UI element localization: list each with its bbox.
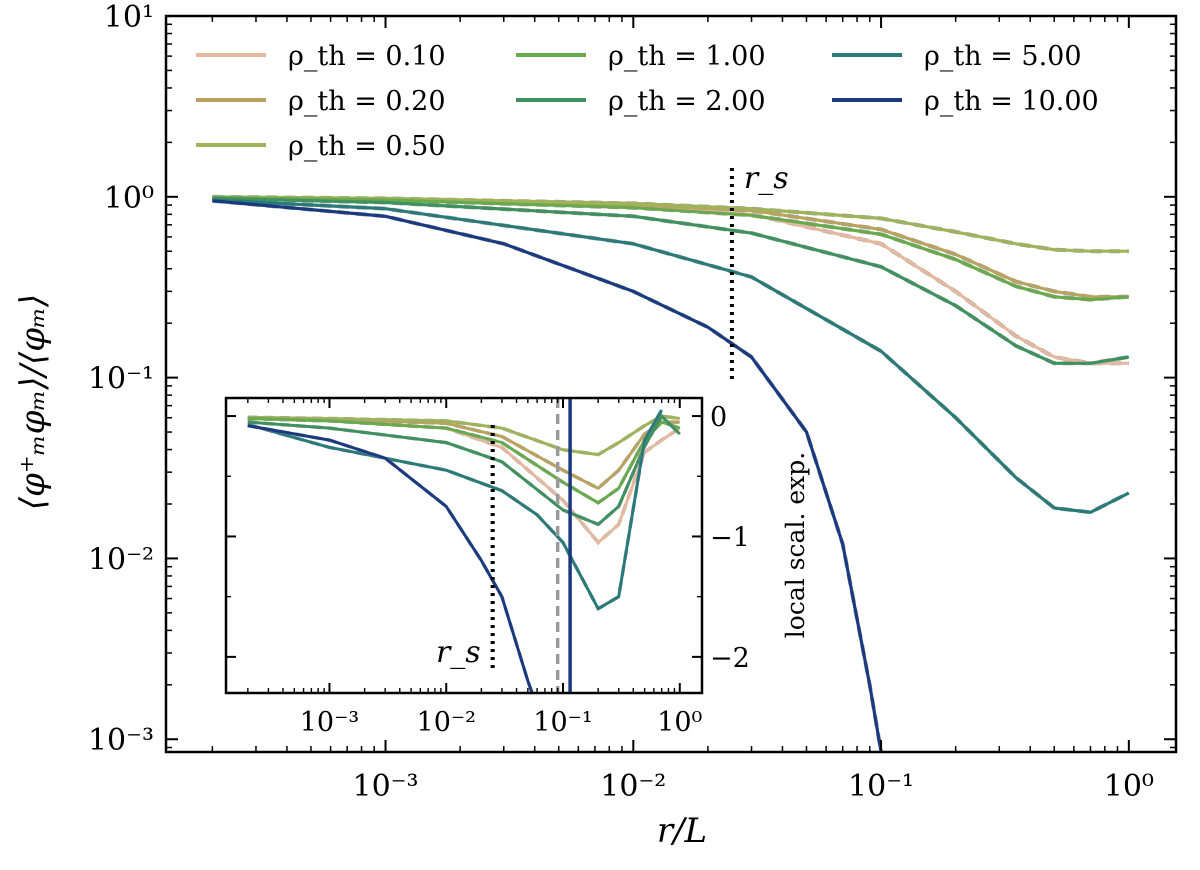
main-x-tick-label: 10⁻¹ bbox=[848, 769, 914, 804]
legend-label: ρ_th = 5.00 bbox=[924, 41, 1082, 72]
inset-axes-box bbox=[224, 396, 704, 695]
main-x-tick-label: 10⁻² bbox=[600, 769, 666, 804]
inset-y-tick-label: −2 bbox=[710, 643, 750, 674]
x-axis-label: r/L bbox=[657, 811, 707, 851]
legend-entry-th-5-00: ρ_th = 5.00 bbox=[832, 41, 1082, 72]
main-annotations: r_s bbox=[729, 161, 789, 380]
main-series-th-1-00 bbox=[212, 196, 1129, 302]
inset-y-axis-label: local scal. exp. bbox=[781, 452, 810, 638]
legend-label: ρ_th = 0.20 bbox=[288, 86, 446, 117]
main-series-th-5-00 bbox=[212, 198, 1130, 514]
legend: ρ_th = 0.10 ρ_th = 0.20 ρ_th = 0.50 ρ_th = … bbox=[196, 41, 1099, 162]
legend-label: ρ_th = 1.00 bbox=[608, 41, 766, 72]
inset-series-th-0-50 bbox=[247, 414, 680, 457]
legend-label: ρ_th = 0.10 bbox=[288, 41, 446, 72]
inset-y-tick-label: 0 bbox=[710, 402, 727, 433]
main-rs-label: r_s bbox=[744, 161, 789, 196]
main-series-th-2-00 bbox=[212, 196, 1130, 365]
main-series-lines bbox=[212, 195, 1130, 753]
legend-label: ρ_th = 2.00 bbox=[608, 86, 766, 117]
main-y-tick-label: 10¹ bbox=[104, 0, 154, 35]
main-y-tick-label: 10⁻² bbox=[88, 542, 154, 577]
main-series-th-10-00 bbox=[212, 199, 883, 753]
legend-entry-th-1-00: ρ_th = 1.00 bbox=[516, 41, 766, 72]
main-axes-box bbox=[164, 14, 1178, 754]
legend-entry-th-2-00: ρ_th = 2.00 bbox=[516, 86, 766, 117]
inset-rs-label: r_s bbox=[436, 635, 481, 670]
inset-x-tick-label: 10⁻¹ bbox=[533, 707, 592, 738]
main-x-tick-label: 10⁻³ bbox=[353, 769, 419, 804]
main-series-th-0-50 bbox=[212, 195, 1129, 253]
legend-label: ρ_th = 10.00 bbox=[924, 86, 1099, 117]
legend-entry-th-10-00: ρ_th = 10.00 bbox=[832, 86, 1099, 117]
main-x-tick-label: 10⁰ bbox=[1104, 769, 1154, 804]
main-y-tick-label: 10⁰ bbox=[104, 181, 154, 216]
main-y-tick-label: 10⁻³ bbox=[88, 723, 154, 758]
y-axis-label: ⟨φ⁺ₘφₘ⟩/⟨φₘ⟩ bbox=[13, 294, 53, 510]
inset-y-tick-label: −1 bbox=[710, 522, 750, 553]
inset-x-tick-label: 10⁰ bbox=[657, 707, 702, 738]
legend-entry-th-0-20: ρ_th = 0.20 bbox=[196, 86, 446, 117]
legend-label: ρ_th = 0.50 bbox=[288, 131, 446, 162]
inset-x-tick-label: 10⁻² bbox=[417, 707, 476, 738]
legend-entry-th-0-50: ρ_th = 0.50 bbox=[196, 131, 446, 162]
inset-series-th-10-00 bbox=[247, 424, 534, 693]
inset-data bbox=[247, 409, 682, 693]
main-y-tick-label: 10⁻¹ bbox=[88, 362, 154, 397]
main-frame: 10⁻³ 10⁻² 10⁻¹ 10⁰ 10⁻³ 10⁻² 10⁻¹ 10⁰ 10¹ bbox=[88, 0, 1178, 804]
inset-x-tick-label: 10⁻³ bbox=[300, 707, 359, 738]
inset-plot: r_s 10⁻³ 10⁻² 10⁻¹ 10⁰ −2 −1 0 bbox=[224, 396, 750, 738]
inset-series-th-2-00 bbox=[247, 414, 681, 526]
legend-entry-th-0-10: ρ_th = 0.10 bbox=[196, 41, 446, 72]
